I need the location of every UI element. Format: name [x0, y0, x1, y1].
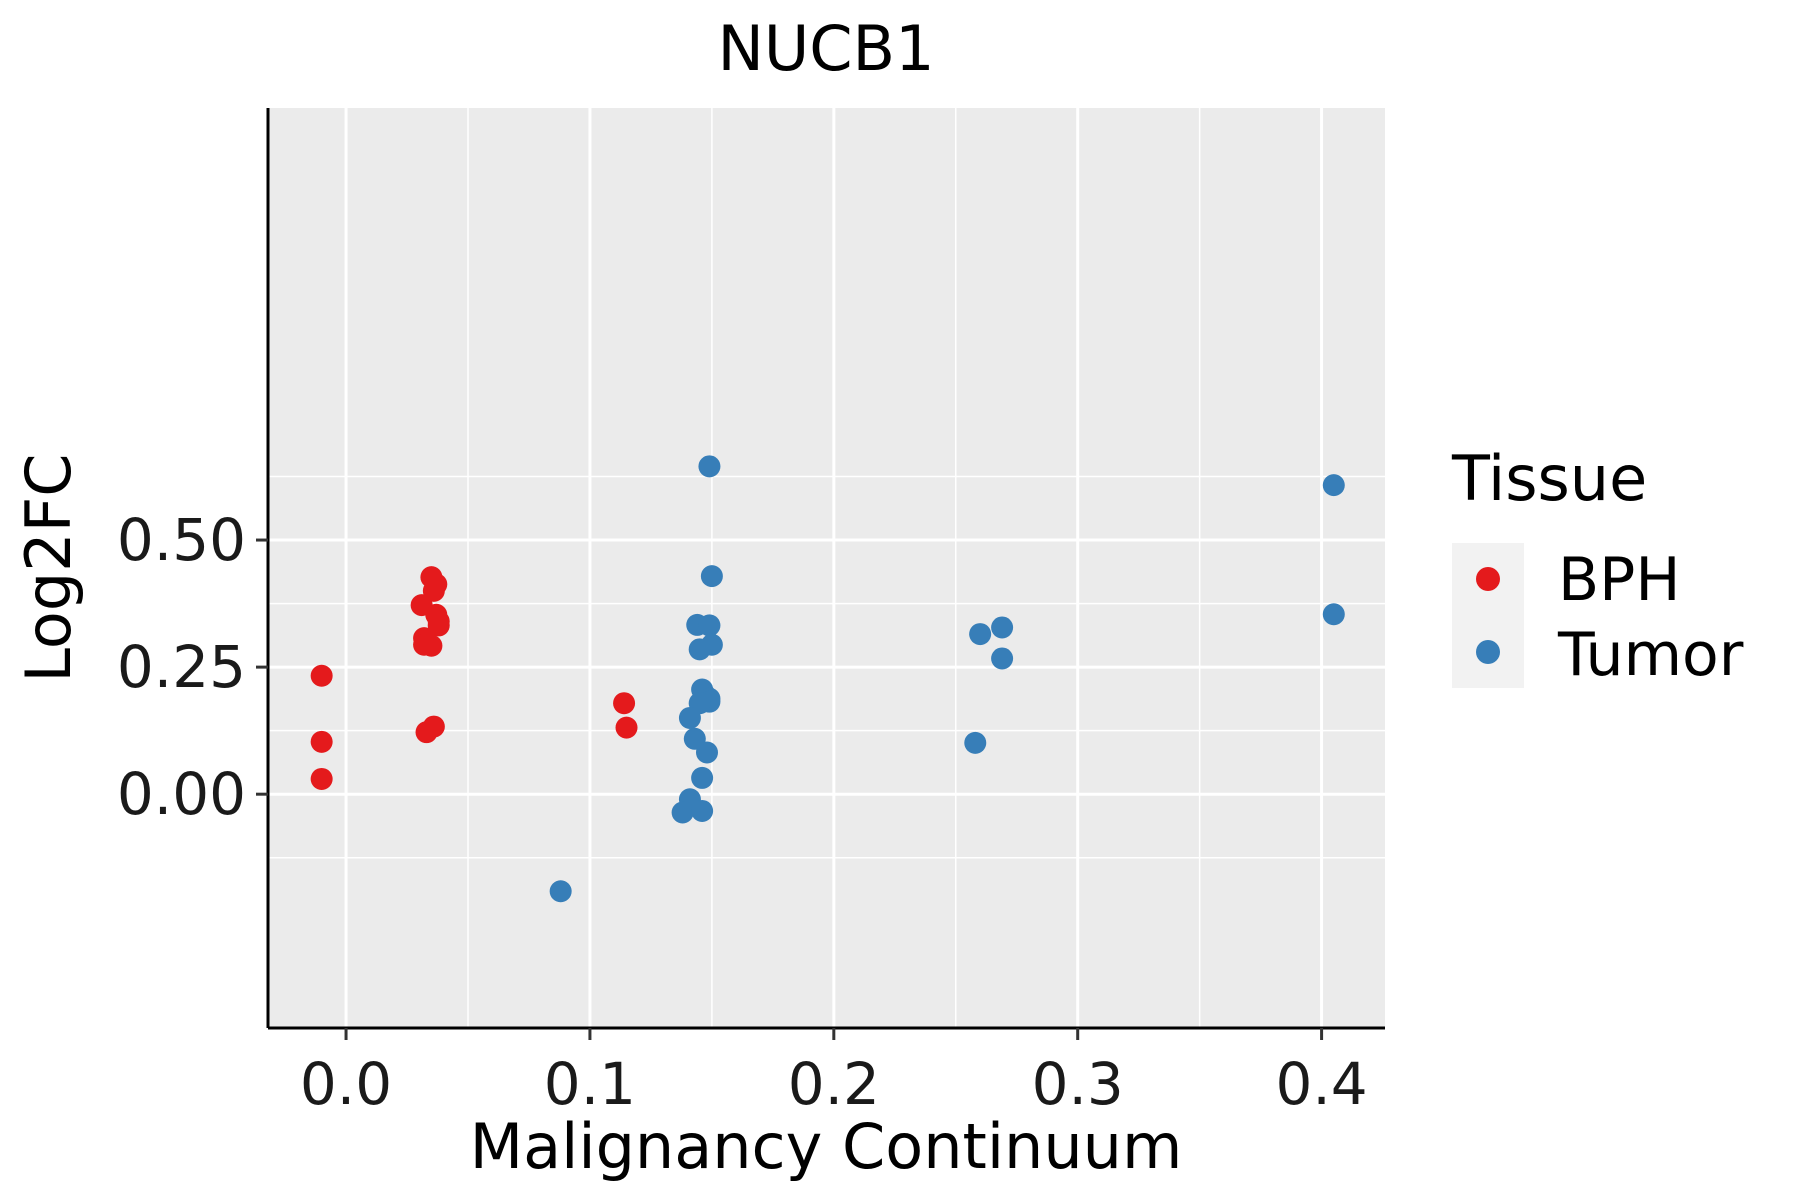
point-bph [310, 664, 333, 687]
y-axis-title: Log2FC [12, 453, 85, 682]
point-bph [310, 767, 333, 790]
point-tumor [1322, 603, 1345, 626]
point-tumor [671, 801, 694, 824]
point-tumor [698, 614, 721, 637]
point-bph [613, 692, 636, 715]
legend-title: Tissue [1451, 442, 1647, 515]
point-tumor [698, 455, 721, 478]
legend-key-bph [1476, 567, 1500, 591]
point-bph [427, 614, 450, 637]
plot-panel [268, 108, 1385, 1028]
point-tumor [549, 880, 572, 903]
point-bph [415, 721, 438, 744]
point-bph [310, 730, 333, 753]
point-tumor [691, 799, 714, 822]
legend-label-tumor: Tumor [1557, 620, 1744, 690]
x-tick-label: 0.1 [544, 1050, 636, 1118]
x-tick-label: 0.0 [300, 1050, 392, 1118]
point-tumor [695, 741, 718, 764]
y-tick-label: 0.25 [117, 633, 246, 701]
point-tumor [678, 706, 701, 729]
point-tumor [991, 647, 1014, 670]
point-tumor [691, 766, 714, 789]
major-gridlines [268, 108, 1385, 1028]
point-bph [422, 579, 445, 602]
point-tumor [688, 638, 711, 661]
x-axis-title: Malignancy Continuum [470, 1110, 1183, 1183]
y-tick-label: 0.00 [117, 760, 246, 828]
x-tick-label: 0.4 [1275, 1050, 1367, 1118]
y-axis-ticks: 0.00 0.25 0.50 [117, 506, 268, 828]
x-tick-label: 0.3 [1032, 1050, 1124, 1118]
point-bph [420, 634, 443, 657]
point-tumor [969, 623, 992, 646]
point-tumor [700, 565, 723, 588]
legend-key-tumor [1476, 640, 1500, 664]
x-tick-label: 0.2 [788, 1050, 880, 1118]
point-tumor [964, 731, 987, 754]
legend-label-bph: BPH [1558, 545, 1680, 615]
x-axis-ticks: 0.0 0.1 0.2 0.3 0.4 [300, 1028, 1368, 1118]
chart-title: NUCB1 [717, 12, 934, 85]
point-tumor [1322, 474, 1345, 497]
legend-key-background [1452, 543, 1524, 688]
point-bph [615, 716, 638, 739]
data-points [310, 455, 1345, 903]
point-tumor [991, 616, 1014, 639]
y-tick-label: 0.50 [117, 506, 246, 574]
legend: Tissue BPH Tumor [1451, 442, 1744, 690]
